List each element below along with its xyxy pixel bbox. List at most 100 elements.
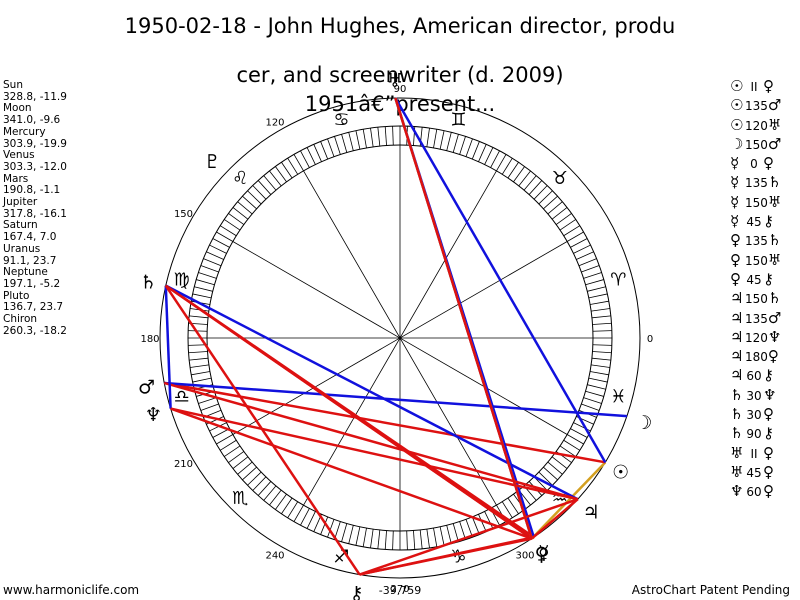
aspect-planet-2-icon: ⚷ bbox=[763, 424, 774, 443]
degree-tick bbox=[362, 129, 367, 149]
degree-tick bbox=[507, 162, 519, 179]
aspect-planet-1-icon: ☉ bbox=[730, 96, 744, 115]
degree-tick bbox=[355, 130, 361, 150]
aspect-label: 150 bbox=[745, 292, 768, 307]
degree-tick bbox=[242, 466, 257, 481]
degree-tick bbox=[563, 225, 580, 237]
aspect-label: 30 bbox=[746, 408, 762, 423]
degree-label: 180 bbox=[140, 334, 159, 345]
degree-tick bbox=[559, 445, 576, 457]
degree-tick bbox=[452, 523, 459, 542]
aspect-label: 135 bbox=[745, 176, 768, 191]
aspect-planet-1-icon: ♀ bbox=[730, 269, 741, 288]
aspect-row: ♃ 60⚷ bbox=[730, 366, 783, 385]
degree-tick bbox=[377, 529, 381, 549]
sign-pisces-icon: ♓ bbox=[610, 386, 626, 407]
planet-coords-pluto: 136.7, 23.7 bbox=[3, 301, 64, 314]
aspect-planet-1-icon: ♃ bbox=[730, 289, 744, 308]
degree-tick bbox=[446, 132, 452, 151]
degree-tick bbox=[287, 501, 299, 518]
degree-tick bbox=[320, 141, 329, 160]
sign-gemini-icon: ♊ bbox=[450, 110, 466, 131]
aspect-planet-2-icon: ⚷ bbox=[763, 366, 774, 385]
aspect-row: ☿ 135♄ bbox=[730, 173, 783, 192]
aspect-planet-1-icon: ♄ bbox=[730, 405, 744, 424]
planet-name-mercury: Mercury bbox=[3, 125, 46, 138]
aspect-line bbox=[164, 381, 628, 418]
aspect-label: 150 bbox=[745, 195, 768, 210]
degree-tick bbox=[341, 523, 348, 542]
degree-tick bbox=[433, 129, 438, 149]
degree-tick bbox=[287, 158, 299, 175]
aspect-planet-1-icon: ☉ bbox=[730, 77, 744, 95]
planet-coords-uranus: 91.1, 23.7 bbox=[3, 254, 57, 267]
degree-tick bbox=[559, 219, 576, 231]
degree-tick bbox=[591, 315, 611, 319]
degree-tick bbox=[406, 530, 408, 550]
aspect-planet-2-icon: ♅ bbox=[767, 192, 782, 211]
aspect-row: ☿ 0 ♀ bbox=[730, 154, 783, 173]
degree-tick bbox=[192, 377, 212, 383]
aspect-planet-1-icon: ♃ bbox=[730, 347, 744, 366]
degree-tick bbox=[465, 138, 473, 157]
patent-notice: AstroChart Patent Pending bbox=[631, 583, 790, 597]
aspect-planet-2-icon: ♂ bbox=[767, 308, 782, 327]
aspect-row: ☿ 150♅ bbox=[730, 193, 783, 212]
degree-label: 150 bbox=[174, 209, 193, 220]
aspect-row: ♄ 90⚷ bbox=[730, 424, 783, 443]
aspect-label: 90 bbox=[746, 427, 762, 442]
outer-ring bbox=[159, 97, 641, 579]
degree-tick bbox=[533, 185, 548, 200]
degree-tick bbox=[570, 238, 588, 248]
degree-tick bbox=[377, 127, 381, 147]
planet-coords-mars: 190.8, -1.1 bbox=[3, 184, 61, 197]
aspect-planet-2-icon: ♀ bbox=[767, 347, 779, 366]
aspect-row: ♄ 30♀ bbox=[730, 405, 783, 424]
aspect-planet-1-icon: ♅ bbox=[730, 462, 744, 481]
aspect-line bbox=[163, 381, 579, 501]
degree-tick bbox=[439, 130, 445, 150]
aspect-line bbox=[359, 537, 533, 576]
planet-coords-chiron: 260.3, -18.2 bbox=[3, 324, 67, 337]
degree-label: 300 bbox=[515, 551, 534, 562]
degree-tick bbox=[543, 466, 558, 481]
degree-tick bbox=[228, 451, 245, 463]
degree-tick bbox=[484, 511, 494, 529]
degree-tick bbox=[232, 456, 249, 469]
degree-tick bbox=[224, 445, 241, 457]
aspect-planet-2-icon: ♆ bbox=[767, 327, 782, 346]
degree-tick bbox=[513, 166, 525, 183]
degree-tick bbox=[496, 154, 507, 172]
degree-tick bbox=[203, 258, 222, 267]
degree-tick bbox=[320, 516, 329, 535]
degree-tick bbox=[362, 527, 367, 547]
degree-tick bbox=[192, 293, 212, 299]
aspect-label: 45 bbox=[746, 465, 762, 480]
aspect-planet-2-icon: ♀ bbox=[763, 462, 774, 481]
planet-coords-venus: 303.3, -12.0 bbox=[3, 160, 67, 173]
aspect-row: ☉ 135♂ bbox=[730, 96, 783, 115]
aspect-planet-2-icon: ♀ bbox=[763, 405, 774, 424]
aspect-row: ♄ 30♆ bbox=[730, 386, 783, 405]
degree-tick bbox=[576, 251, 594, 260]
degree-tick bbox=[471, 141, 480, 160]
degree-tick bbox=[228, 213, 245, 225]
degree-tick bbox=[501, 501, 513, 518]
degree-tick bbox=[306, 147, 316, 165]
degree-tick bbox=[384, 530, 387, 550]
division-line bbox=[232, 241, 568, 435]
degree-tick bbox=[275, 493, 287, 510]
planet-name-saturn: Saturn bbox=[3, 219, 38, 232]
aspect-planet-1-icon: ♆ bbox=[730, 482, 744, 501]
planet-name-chiron: Chiron bbox=[3, 313, 38, 326]
aspect-row: ♀ 150♅ bbox=[730, 251, 783, 270]
aspect-row: ♃ 120♆ bbox=[730, 328, 783, 347]
aspect-planet-2-icon: ♂ bbox=[767, 96, 782, 115]
aspect-line bbox=[170, 407, 533, 540]
degree-tick bbox=[433, 527, 438, 547]
aspect-label: II bbox=[750, 446, 758, 461]
degree-tick bbox=[188, 351, 208, 354]
degree-tick bbox=[589, 371, 609, 376]
degree-tick bbox=[348, 525, 354, 544]
aspect-planet-2-icon: ♂ bbox=[767, 134, 782, 153]
